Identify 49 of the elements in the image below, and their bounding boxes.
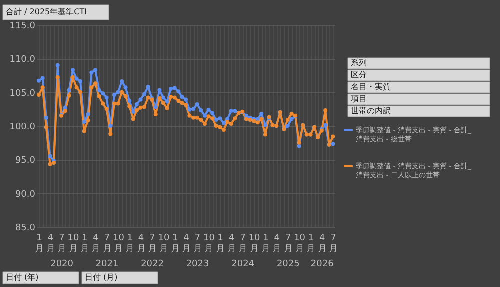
- x-tick-label: 1月: [306, 234, 316, 254]
- y-tick-label: 115.0: [10, 22, 36, 32]
- x-tick-label: 1月: [216, 234, 226, 254]
- x2-tick-label: 2021: [96, 260, 119, 270]
- y-tick-label: 105.0: [10, 88, 36, 99]
- x-tick-label: 4月: [318, 234, 327, 254]
- x-tick-label: 7月: [193, 234, 202, 254]
- x-tick-label: 4月: [46, 234, 56, 254]
- x-tick-label: 1月: [126, 234, 135, 254]
- x-tick-label: 7月: [58, 234, 67, 254]
- x2-tick-label: 2020: [50, 260, 74, 270]
- y-tick-label: 95.0: [15, 156, 36, 166]
- x-tick-label: 4月: [136, 234, 146, 254]
- x2-tick-label: 2025: [276, 260, 300, 270]
- x-tick-label: 4月: [92, 234, 101, 254]
- text: 世帯の内訳: [351, 106, 391, 116]
- x-tick-label: 1月: [80, 234, 90, 254]
- x2-tick-label: 2026: [310, 260, 334, 270]
- x-tick-label: 1月: [261, 234, 270, 254]
- chart-title: 合計 / 2025年基準CTI: [6, 8, 87, 16]
- x2-tick-label: 2023: [186, 260, 210, 270]
- y-tick-label: 85.0: [15, 224, 36, 234]
- x-tick-label: 10月: [248, 234, 261, 254]
- x-tick-label: 10月: [203, 234, 216, 254]
- x-tick-label: 7月: [238, 234, 248, 254]
- x-tick-label: 10月: [158, 234, 170, 254]
- x-tick-label: 10月: [112, 234, 125, 254]
- x-tick-label: 10月: [294, 234, 306, 254]
- text: 日付 (年): [6, 273, 39, 282]
- x-tick-label: 4月: [182, 234, 191, 254]
- text: 項目: [351, 94, 367, 104]
- y-tick-label: 90.0: [15, 190, 36, 200]
- x-tick-label: 1月: [34, 234, 44, 254]
- x-tick-label: 1月: [170, 234, 180, 254]
- text: 名目・実質: [351, 82, 391, 92]
- x-tick-label: 7月: [102, 234, 112, 254]
- x-tick-label: 4月: [227, 234, 236, 254]
- x-tick-label: 4月: [272, 234, 282, 254]
- text: 区分: [351, 70, 367, 80]
- x-tick-label: 7月: [148, 234, 158, 254]
- x-tick-label: 7月: [284, 234, 293, 254]
- x-tick-label: 10月: [68, 234, 80, 254]
- x2-tick-label: 2024: [232, 260, 255, 270]
- y-tick-label: 110.0: [10, 55, 36, 66]
- x-tick-label: 7月: [329, 234, 338, 254]
- text: 日付 (月): [85, 273, 118, 282]
- text: 系列: [351, 58, 367, 68]
- y-tick-label: 100.0: [10, 122, 36, 132]
- x2-tick-label: 2022: [141, 260, 164, 270]
